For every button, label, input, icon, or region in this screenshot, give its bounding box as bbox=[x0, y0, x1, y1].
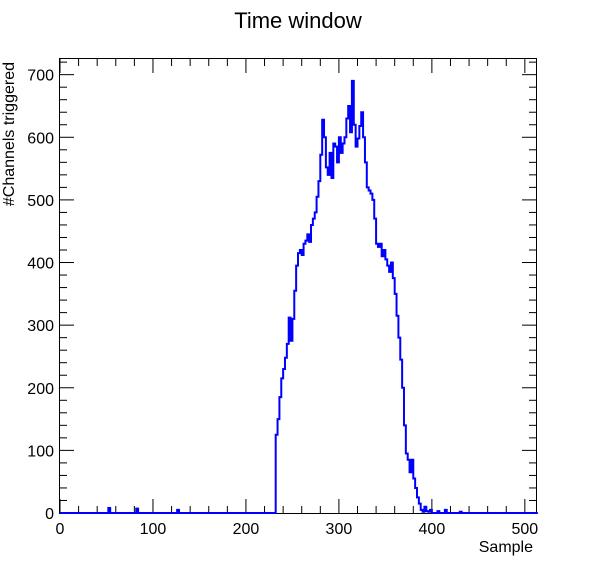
x-tick-label: 0 bbox=[56, 521, 65, 538]
x-tick-label: 400 bbox=[419, 521, 446, 538]
series-line bbox=[60, 79, 538, 514]
x-tick-label: 100 bbox=[140, 521, 167, 538]
y-tick-label: 0 bbox=[45, 506, 54, 523]
x-axis: 0 100 200 300 400 500 bbox=[56, 59, 538, 538]
y-tick-label: 600 bbox=[27, 130, 54, 147]
plot-frame bbox=[59, 58, 537, 514]
y-tick-label: 700 bbox=[27, 68, 54, 85]
y-axis: 0 100 200 300 400 500 600 700 bbox=[27, 61, 536, 523]
plot-area: 0 100 200 300 400 500 600 700 0 100 200 300 400 500 bbox=[27, 58, 538, 538]
y-tick-label: 100 bbox=[27, 443, 54, 460]
x-tick-label: 500 bbox=[511, 521, 538, 538]
x-tick-label: 200 bbox=[233, 521, 260, 538]
y-tick-label: 300 bbox=[27, 318, 54, 335]
chart-title: Time window bbox=[234, 8, 362, 33]
y-tick-label: 400 bbox=[27, 256, 54, 273]
x-tick-label: 300 bbox=[326, 521, 353, 538]
y-tick-label: 200 bbox=[27, 381, 54, 398]
y-axis-label: #Channels triggered bbox=[1, 62, 18, 206]
y-tick-label: 500 bbox=[27, 193, 54, 210]
x-axis-label: Sample bbox=[479, 539, 533, 556]
